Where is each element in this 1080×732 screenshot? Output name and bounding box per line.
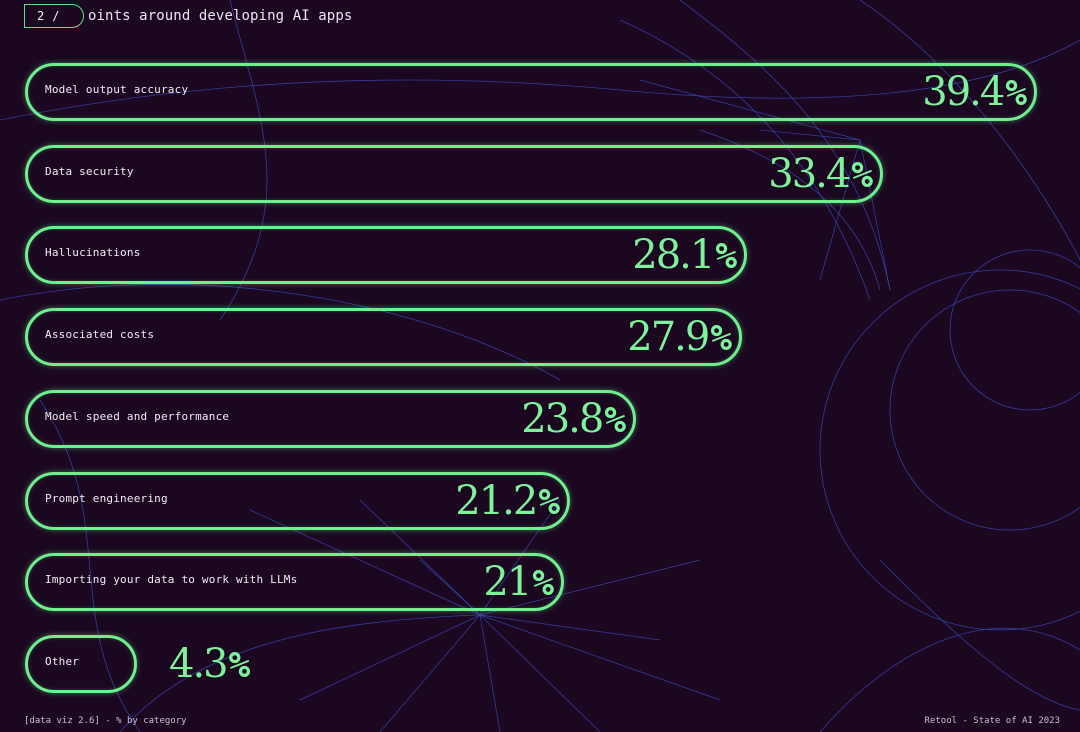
header-title: oints around developing AI apps (88, 8, 353, 24)
percent-sign: % (710, 318, 732, 359)
bar-value-label: 28.1% (632, 230, 737, 280)
bar-label: Importing your data to work with LLMs (45, 573, 298, 586)
bar-value-label: 4.3% (169, 639, 250, 689)
bar-label: Other (45, 655, 80, 668)
bar-value-number: 4.3 (169, 641, 229, 687)
percent-sign: % (228, 645, 251, 686)
footer-caption: [data viz 2.6] - % by category (24, 716, 187, 726)
percent-sign: % (851, 155, 873, 196)
chart-header: 2 / oints around developing AI apps (24, 3, 352, 29)
bar-value-number: 28.1 (632, 232, 715, 278)
bar-value-label: 39.4% (922, 67, 1027, 117)
bar-label: Associated costs (45, 328, 155, 341)
percent-sign: % (532, 563, 554, 604)
bar-value-number: 23.8 (521, 396, 604, 442)
bar-value-number: 33.4 (768, 151, 851, 197)
step-separator: / (52, 9, 60, 23)
bar-label: Hallucinations (45, 246, 141, 259)
bar-value-number: 39.4 (922, 69, 1005, 115)
bar (25, 635, 137, 693)
bar-value-number: 21 (483, 559, 532, 605)
bar (25, 308, 742, 366)
percent-sign: % (538, 482, 560, 523)
bar (25, 226, 747, 284)
percent-sign: % (1005, 73, 1027, 114)
bar (25, 390, 636, 448)
percent-sign: % (715, 236, 737, 277)
bar-label: Model output accuracy (45, 83, 189, 96)
bar-value-label: 21% (483, 557, 554, 607)
bar-value-number: 21.2 (455, 478, 538, 524)
bar-label: Model speed and performance (45, 410, 230, 423)
bar-value-label: 27.9% (627, 312, 732, 362)
bar-label: Data security (45, 165, 134, 178)
bar-value-label: 23.8% (521, 394, 626, 444)
bar-value-label: 21.2% (455, 476, 560, 526)
bar (25, 472, 570, 530)
bar-label: Prompt engineering (45, 492, 168, 505)
bar-value-label: 33.4% (768, 149, 873, 199)
footer-credit: Retool - State of AI 2023 (924, 716, 1060, 726)
bar (25, 145, 883, 203)
step-indicator: 2 / (24, 4, 84, 28)
bar-value-number: 27.9 (627, 314, 710, 360)
bar (25, 553, 564, 611)
step-number: 2 (37, 9, 45, 23)
percent-sign: % (604, 400, 626, 441)
bar (25, 63, 1037, 121)
